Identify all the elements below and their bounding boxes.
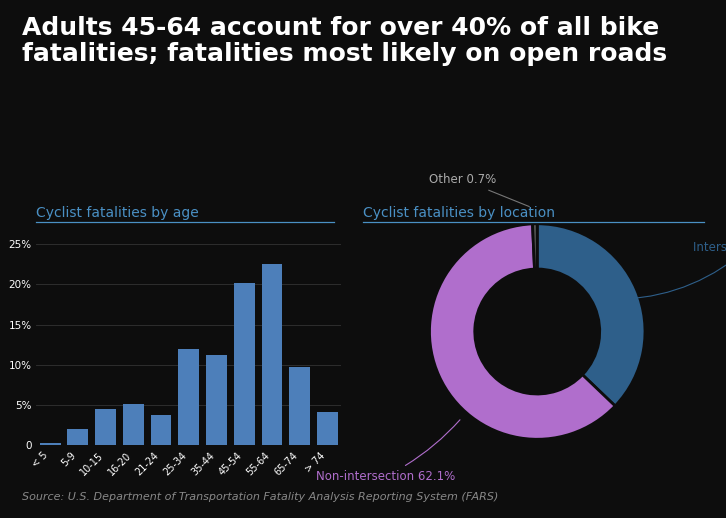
Bar xyxy=(68,429,89,445)
Text: Other 0.7%: Other 0.7% xyxy=(430,174,529,207)
Wedge shape xyxy=(537,224,645,406)
Bar xyxy=(95,409,116,445)
Bar xyxy=(179,349,199,445)
Text: Non-intersection 62.1%: Non-intersection 62.1% xyxy=(317,420,460,483)
Bar xyxy=(317,412,338,445)
Text: Source: U.S. Department of Transportation Fatality Analysis Reporting System (FA: Source: U.S. Department of Transportatio… xyxy=(22,493,498,502)
Bar xyxy=(206,355,227,445)
Text: Intersection 37.1%: Intersection 37.1% xyxy=(608,241,726,299)
Bar xyxy=(289,367,310,445)
Bar xyxy=(234,283,255,445)
Bar xyxy=(123,404,144,445)
Text: Cyclist fatalities by age: Cyclist fatalities by age xyxy=(36,206,199,220)
Bar xyxy=(40,443,60,445)
Text: Cyclist fatalities by location: Cyclist fatalities by location xyxy=(363,206,555,220)
Wedge shape xyxy=(430,224,615,439)
Wedge shape xyxy=(532,224,537,269)
Text: Adults 45-64 account for over 40% of all bike
fatalities; fatalities most likely: Adults 45-64 account for over 40% of all… xyxy=(22,16,667,66)
Bar xyxy=(151,415,171,445)
Bar xyxy=(261,264,282,445)
